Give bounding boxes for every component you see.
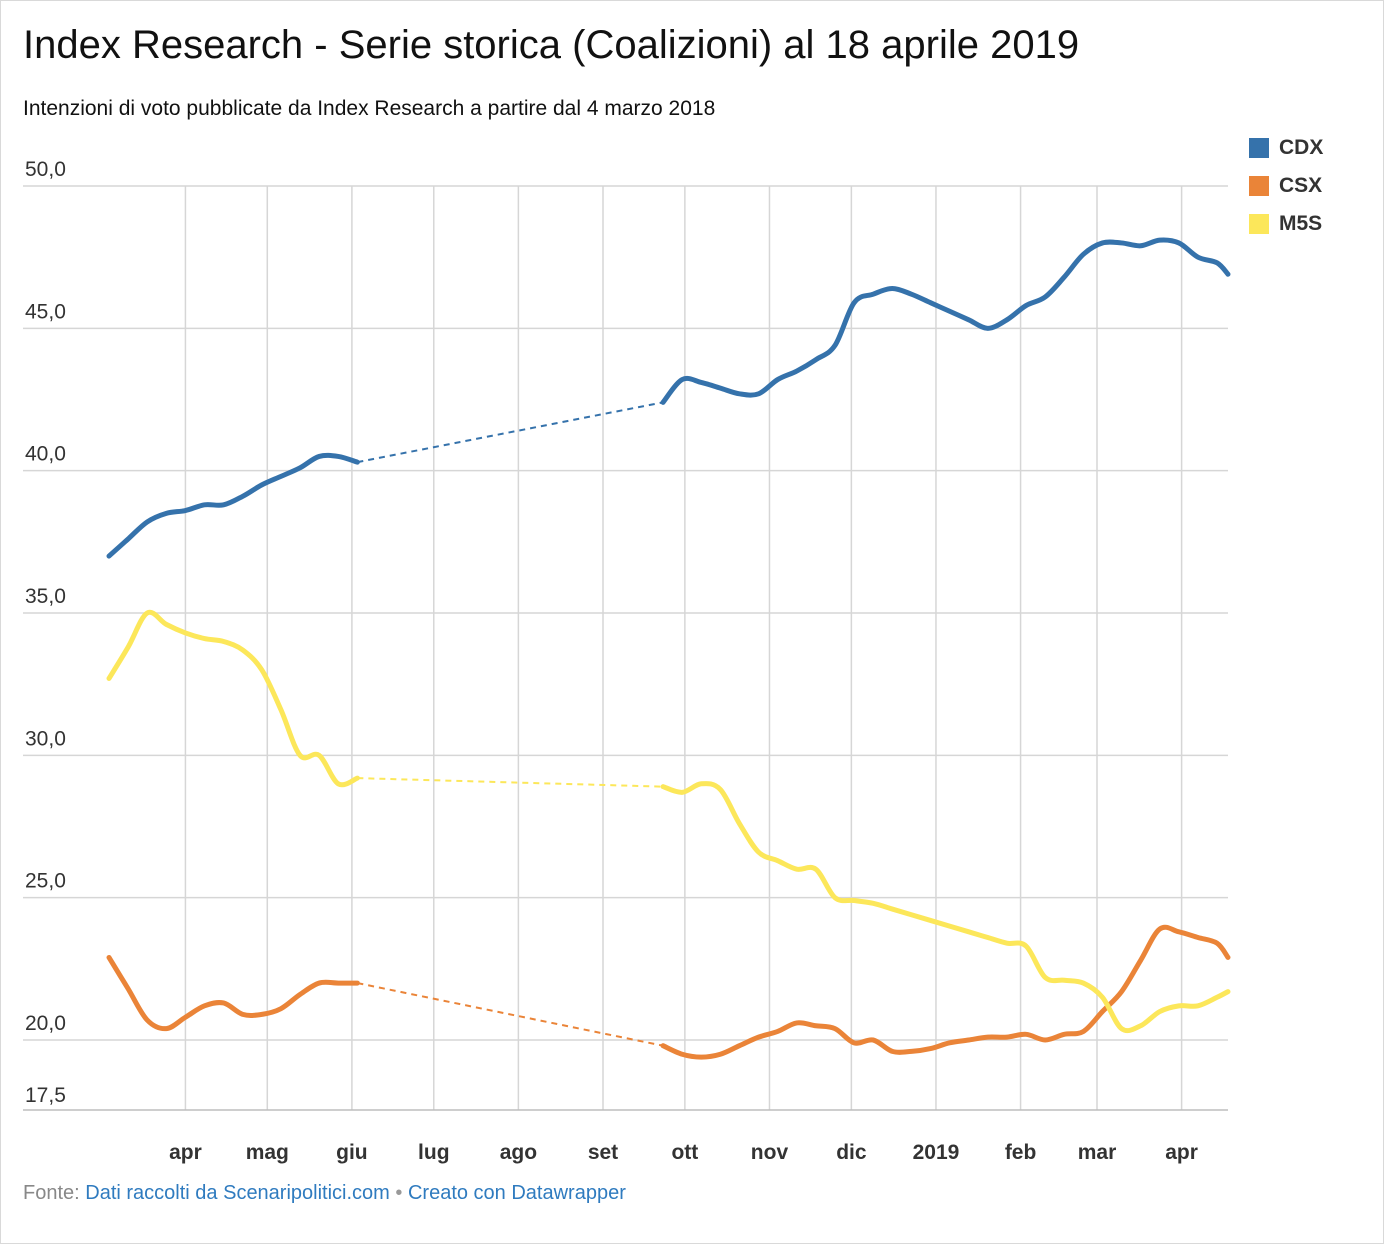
- series-line-csx-early: [106, 954, 360, 1032]
- legend-label-cdx: CDX: [1279, 136, 1324, 159]
- x-tick-label: lug: [418, 1141, 450, 1164]
- y-tick-label: 17,5: [25, 1084, 66, 1107]
- y-tick-label: 35,0: [25, 585, 66, 608]
- footer-source-label: Fonte:: [23, 1182, 80, 1204]
- series-gap-csx: [357, 982, 664, 1047]
- y-tick-label: 50,0: [25, 158, 66, 181]
- legend-label-csx: CSX: [1279, 174, 1323, 197]
- x-tick-label: mag: [246, 1141, 289, 1164]
- chart-subtitle: Intenzioni di voto pubblicate da Index R…: [23, 97, 716, 120]
- datawrapper-link[interactable]: Creato con Datawrapper: [407, 1182, 626, 1204]
- source-link[interactable]: Dati raccolti da Scenaripolitici.com: [85, 1182, 390, 1204]
- legend-label-m5s: M5S: [1279, 212, 1323, 235]
- y-tick-label: 30,0: [25, 727, 66, 750]
- x-tick-label: ott: [671, 1141, 698, 1164]
- x-tick-label: mar: [1078, 1141, 1117, 1164]
- y-tick-label: 40,0: [25, 443, 66, 466]
- legend-swatch-csx: [1249, 176, 1269, 196]
- legend: CDX CSX M5S: [1249, 129, 1323, 243]
- y-gridlines: [23, 185, 1228, 1111]
- x-tick-label: dic: [836, 1141, 867, 1164]
- legend-item-csx[interactable]: CSX: [1249, 167, 1323, 205]
- series-line-cdx-early: [106, 452, 360, 559]
- x-tick-label: nov: [751, 1141, 789, 1164]
- y-tick-label: 20,0: [25, 1012, 66, 1035]
- x-gridlines: [184, 186, 1183, 1110]
- legend-item-m5s[interactable]: M5S: [1249, 205, 1323, 243]
- chart-title: Index Research - Serie storica (Coalizio…: [23, 23, 1080, 67]
- x-tick-label: apr: [169, 1141, 202, 1164]
- x-tick-label: 2019: [913, 1141, 960, 1164]
- legend-item-cdx[interactable]: CDX: [1249, 129, 1323, 167]
- series-line-m5s-late: [660, 781, 1231, 1034]
- x-tick-label: giu: [336, 1141, 368, 1164]
- series-line-m5s-early: [106, 609, 360, 788]
- legend-swatch-cdx: [1249, 138, 1269, 158]
- footer: Fonte: Dati raccolti da Scenaripolitici.…: [23, 1182, 626, 1205]
- series-gap-m5s: [357, 777, 664, 788]
- series-lines: [106, 237, 1231, 1060]
- x-tick-label: ago: [500, 1141, 537, 1164]
- series-csx: [106, 924, 1231, 1060]
- y-tick-label: 45,0: [25, 300, 66, 323]
- y-axis-labels: 50,0 45,0 40,0 35,0 30,0 25,0 20,0 17,5: [25, 158, 66, 1107]
- footer-separator: •: [395, 1182, 403, 1204]
- x-axis-labels: apr mag giu lug ago set ott nov dic 2019 feb mar apr: [169, 1141, 1198, 1164]
- y-tick-label: 25,0: [25, 870, 66, 893]
- series-cdx: [106, 237, 1231, 559]
- series-line-cdx-late: [660, 237, 1231, 405]
- legend-swatch-m5s: [1249, 214, 1269, 234]
- series-line-csx-late: [660, 924, 1231, 1060]
- series-gap-cdx: [357, 401, 664, 464]
- x-tick-label: apr: [1165, 1141, 1198, 1164]
- series-m5s: [106, 609, 1231, 1034]
- x-tick-label: set: [588, 1141, 618, 1164]
- x-tick-label: feb: [1005, 1141, 1037, 1164]
